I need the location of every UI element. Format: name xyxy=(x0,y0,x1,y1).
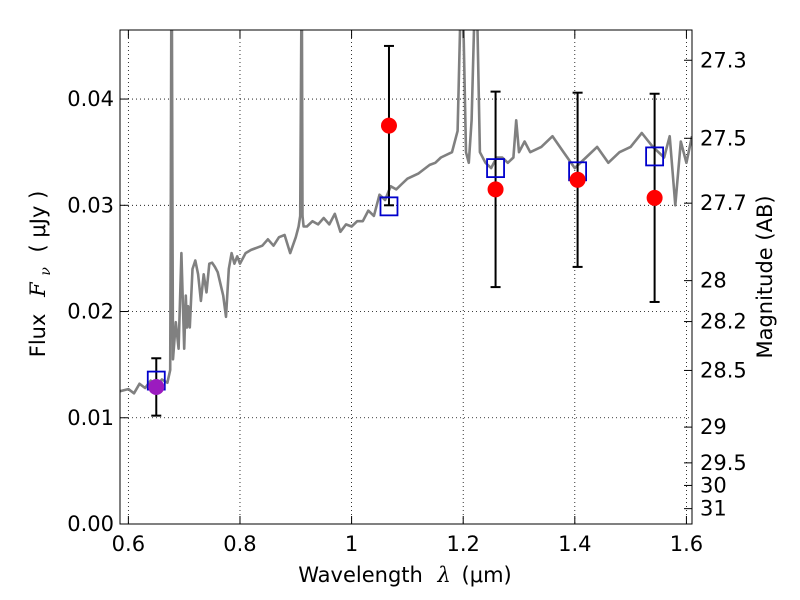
y2-tick-label: 27.5 xyxy=(700,126,747,150)
y2-tick-label: 31 xyxy=(700,497,727,521)
x-axis-title-unit: (μm) xyxy=(462,563,512,587)
y-axis: 0.00 0.01 0.02 0.03 0.04 xyxy=(67,87,128,536)
y2-tick-label: 27.3 xyxy=(700,48,747,72)
observed-point-3 xyxy=(569,171,586,188)
x-axis-title: Wavelength λ (μm) xyxy=(298,563,511,587)
x-tick-label: 0.8 xyxy=(223,532,256,556)
y-axis-title-unit: ( μJy ) xyxy=(26,191,50,253)
plot-frame xyxy=(119,29,693,525)
y2-tick-label: 28.5 xyxy=(700,358,747,382)
y-axis-title: Flux F ν ( μJy ) xyxy=(26,191,55,358)
spectrum-line xyxy=(120,30,692,395)
y-tick-label: 0.02 xyxy=(67,300,114,324)
y2-tick-label: 29.5 xyxy=(700,451,747,475)
observed-point-2 xyxy=(487,181,504,198)
y2-tick-label: 28.2 xyxy=(700,310,747,334)
y-tick-label: 0.00 xyxy=(67,512,114,536)
y2-tick-label: 28 xyxy=(700,269,727,293)
observed-point-1 xyxy=(380,117,397,134)
x-tick-label: 1.6 xyxy=(670,532,703,556)
y-axis-title-prefix: Flux xyxy=(26,314,50,358)
x-tick-label: 1.4 xyxy=(558,532,591,556)
x-axis: 0.6 0.8 1 1.2 1.4 1.6 xyxy=(112,30,703,556)
y2-tick-label: 27.7 xyxy=(700,191,747,215)
y-axis-title-symbol: F xyxy=(26,281,50,298)
y-tick-label: 0.04 xyxy=(67,87,114,111)
y2-tick-label: 29 xyxy=(700,415,727,439)
model-point-2 xyxy=(486,158,505,179)
x-tick-label: 1 xyxy=(345,532,358,556)
y2-tick-label: 30 xyxy=(700,473,727,497)
x-tick-label: 1.2 xyxy=(446,532,479,556)
y-axis-title-subscript: ν xyxy=(38,267,54,276)
model-point-1 xyxy=(379,196,399,217)
observed-point-4 xyxy=(646,189,663,206)
y2-axis-title: Magnitude (AB) xyxy=(753,195,777,358)
model-point-4 xyxy=(645,146,665,167)
grid-lines xyxy=(120,30,692,525)
plot-area xyxy=(120,30,692,417)
observed-point-0 xyxy=(148,378,165,395)
x-axis-title-symbol: λ xyxy=(437,563,451,587)
x-axis-title-prefix: Wavelength xyxy=(298,563,423,587)
y-tick-label: 0.03 xyxy=(67,193,114,217)
y-tick-label: 0.01 xyxy=(67,406,114,430)
x-tick-label: 0.6 xyxy=(112,532,145,556)
